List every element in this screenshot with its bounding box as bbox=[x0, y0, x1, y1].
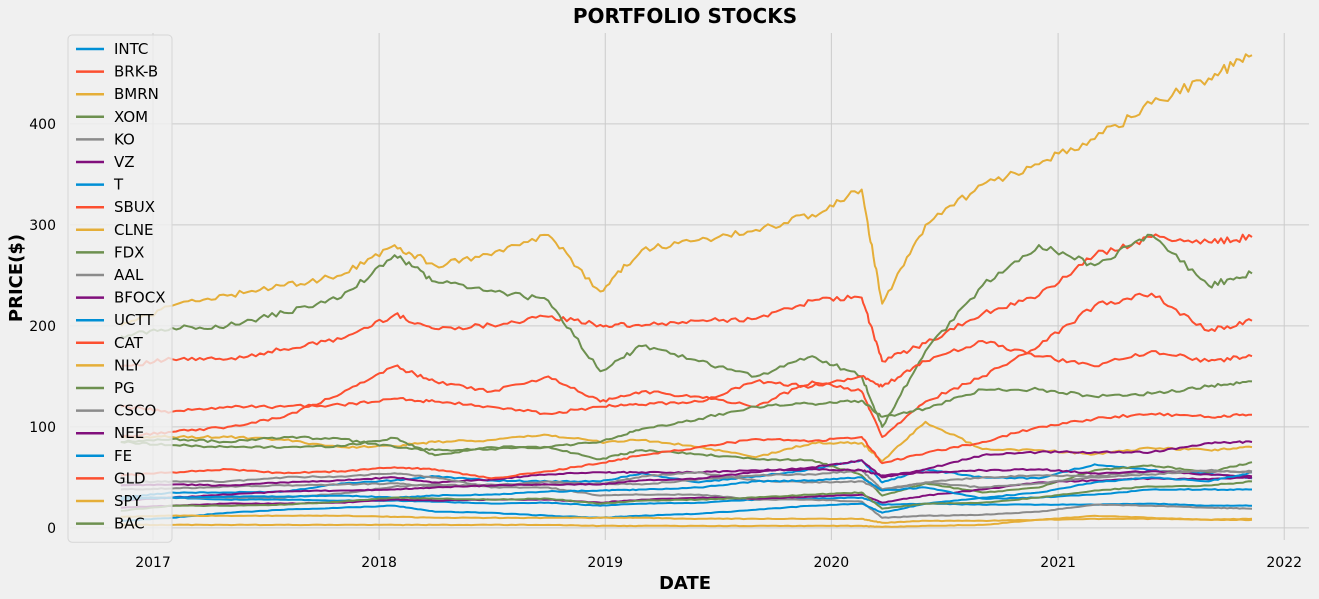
series-line-nly bbox=[120, 514, 1253, 524]
series-line-clne bbox=[120, 514, 1253, 528]
legend-entry-label: PG bbox=[114, 379, 135, 397]
x-tick-label: 2020 bbox=[814, 555, 850, 571]
legend-entry-label: FDX bbox=[114, 243, 144, 261]
legend-entry-label: BMRN bbox=[114, 85, 159, 103]
legend-entry-label: UCTT bbox=[114, 311, 154, 329]
x-tick-label: 2017 bbox=[135, 555, 171, 571]
y-tick-label: 100 bbox=[29, 420, 56, 436]
legend-entry-label: AAL bbox=[114, 266, 144, 284]
legend-entry-label: T bbox=[113, 176, 124, 194]
y-tick-label: 400 bbox=[29, 117, 56, 133]
legend-entry-label: BRK-B bbox=[114, 63, 158, 81]
series-line-fdx bbox=[120, 233, 1253, 428]
series-line-bac bbox=[120, 480, 1253, 512]
chart-title: PORTFOLIO STOCKS bbox=[573, 4, 797, 28]
x-tick-label: 2022 bbox=[1266, 555, 1302, 571]
legend-entry-label: KO bbox=[114, 130, 135, 148]
legend-entry-label: CSCO bbox=[114, 402, 156, 420]
series-line-cat bbox=[120, 292, 1253, 438]
plot-area bbox=[120, 53, 1253, 528]
series-line-spy bbox=[120, 53, 1253, 327]
y-axis-label: PRICE($) bbox=[6, 234, 27, 322]
series-line-csco bbox=[120, 468, 1253, 501]
series-line-pg bbox=[120, 380, 1253, 452]
legend-entry-label: GLD bbox=[114, 469, 146, 487]
legend-entry-label: XOM bbox=[114, 108, 148, 126]
y-tick-label: 200 bbox=[29, 319, 56, 335]
series-line-fe bbox=[120, 476, 1252, 501]
series-line-aal bbox=[120, 472, 1253, 519]
legend-entry-label: FE bbox=[114, 447, 132, 465]
legend-entry-label: CLNE bbox=[114, 221, 154, 239]
legend-entry-label: SPY bbox=[114, 492, 142, 510]
axis-ticks: 0 100 200 300 400 2017 2018 2019 2020 2021 2022 bbox=[29, 117, 1302, 571]
legend-entry-label: BFOCX bbox=[114, 289, 165, 307]
x-tick-label: 2018 bbox=[361, 555, 397, 571]
series-line-t bbox=[120, 496, 1253, 507]
x-axis-label: DATE bbox=[659, 573, 711, 594]
series-line-nee bbox=[120, 440, 1253, 502]
legend: INTC BRK-B BMRN XOM KO VZ T SBUX CLNE FDX AAL BFOCX… bbox=[67, 34, 173, 543]
series-line-uctt bbox=[120, 471, 1253, 522]
series-line-sbux bbox=[120, 412, 1253, 480]
series-line-intc bbox=[120, 459, 1253, 499]
series-line-brk-b bbox=[120, 233, 1253, 368]
legend-entry-label: INTC bbox=[114, 40, 148, 58]
x-tick-label: 2021 bbox=[1040, 555, 1076, 571]
y-tick-label: 300 bbox=[29, 218, 56, 234]
legend-entry-label: SBUX bbox=[114, 198, 155, 216]
x-tick-label: 2019 bbox=[587, 555, 623, 571]
legend-entry-label: NEE bbox=[114, 424, 144, 442]
legend-entry-label: BAC bbox=[114, 515, 145, 533]
legend-entry-label: NLY bbox=[114, 356, 142, 374]
series-line-gld bbox=[120, 340, 1253, 415]
legend-entry-label: VZ bbox=[114, 153, 135, 171]
legend-entry-label: CAT bbox=[114, 334, 144, 352]
y-tick-label: 0 bbox=[47, 521, 56, 537]
